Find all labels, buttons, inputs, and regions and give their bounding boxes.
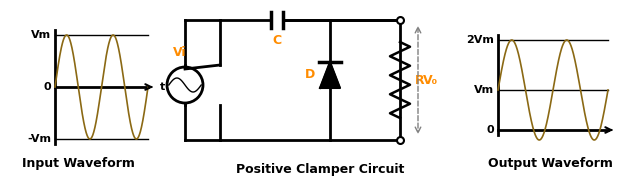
Text: 0: 0: [487, 125, 494, 135]
Text: Vm: Vm: [474, 85, 494, 95]
Text: C: C: [272, 34, 282, 47]
Text: D: D: [305, 69, 315, 82]
Text: -Vm: -Vm: [27, 134, 51, 144]
Text: Input Waveform: Input Waveform: [22, 156, 134, 170]
Text: t: t: [160, 82, 165, 92]
Text: V₀: V₀: [423, 73, 438, 87]
Text: Positive Clamper Circuit: Positive Clamper Circuit: [236, 163, 404, 177]
Text: Output Waveform: Output Waveform: [488, 156, 612, 170]
Text: Vi: Vi: [173, 46, 187, 59]
Text: Vm: Vm: [31, 30, 51, 40]
Polygon shape: [320, 62, 340, 88]
Text: 0: 0: [43, 82, 51, 92]
Text: R: R: [415, 73, 425, 87]
Text: 2Vm: 2Vm: [466, 35, 494, 45]
